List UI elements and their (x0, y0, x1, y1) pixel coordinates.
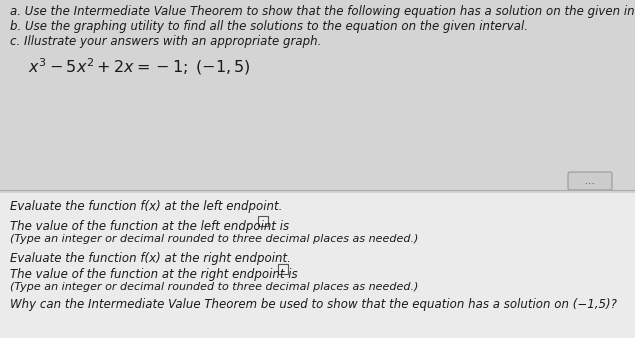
Text: (Type an integer or decimal rounded to three decimal places as needed.): (Type an integer or decimal rounded to t… (10, 282, 418, 292)
Text: Evaluate the function f(x) at the left endpoint.: Evaluate the function f(x) at the left e… (10, 200, 283, 213)
Text: c. Illustrate your answers with an appropriate graph.: c. Illustrate your answers with an appro… (10, 35, 321, 48)
Text: b. Use the graphing utility to find all the solutions to the equation on the giv: b. Use the graphing utility to find all … (10, 20, 528, 33)
Text: $x^3-5x^2+2x=-1;\;(-1,5)$: $x^3-5x^2+2x=-1;\;(-1,5)$ (28, 56, 250, 77)
Text: a. Use the Intermediate Value Theorem to show that the following equation has a : a. Use the Intermediate Value Theorem to… (10, 5, 635, 18)
Bar (0, 0, 635, 193)
Bar (258, 216, 268, 226)
Text: The value of the function at the right endpoint is: The value of the function at the right e… (10, 268, 298, 281)
FancyBboxPatch shape (568, 172, 612, 190)
Text: Why can the Intermediate Value Theorem be used to show that the equation has a s: Why can the Intermediate Value Theorem b… (10, 298, 617, 311)
Bar (278, 264, 288, 274)
Text: The value of the function at the left endpoint is: The value of the function at the left en… (10, 220, 289, 233)
Text: …: … (585, 176, 595, 186)
Text: Evaluate the function f(x) at the right endpoint.: Evaluate the function f(x) at the right … (10, 252, 291, 265)
Bar (0, 193, 635, 338)
Text: .: . (270, 220, 274, 233)
Text: (Type an integer or decimal rounded to three decimal places as needed.): (Type an integer or decimal rounded to t… (10, 234, 418, 244)
Text: .: . (290, 268, 294, 281)
